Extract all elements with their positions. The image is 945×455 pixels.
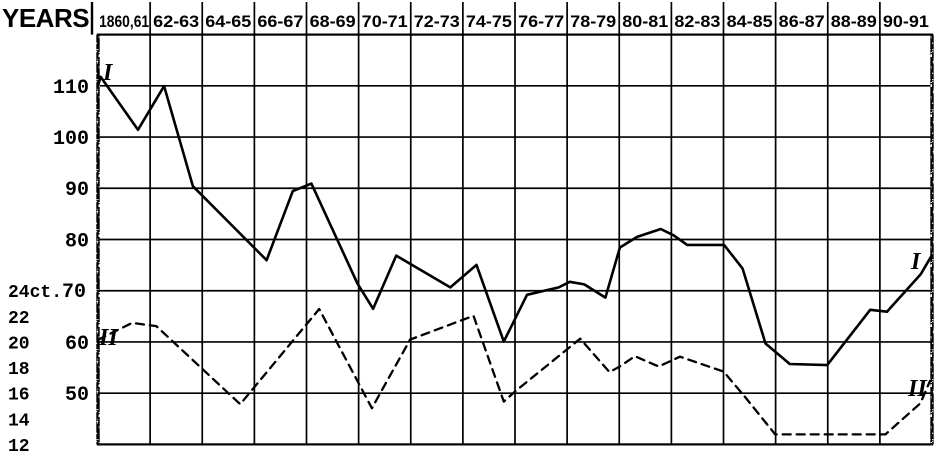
svg-text:14: 14 [8, 411, 30, 431]
svg-text:I: I [910, 249, 922, 275]
svg-text:74-75: 74-75 [466, 12, 512, 31]
svg-text:12: 12 [8, 437, 30, 455]
svg-text:78-79: 78-79 [570, 12, 616, 31]
svg-text:18: 18 [8, 360, 30, 380]
svg-text:20: 20 [8, 334, 30, 354]
svg-text:90-91: 90-91 [883, 12, 929, 31]
svg-text:24ct.70: 24ct.70 [8, 281, 86, 304]
svg-text:60: 60 [65, 333, 89, 356]
svg-text:66-67: 66-67 [257, 12, 303, 31]
svg-text:II: II [98, 325, 119, 351]
svg-text:1860,61: 1860,61 [99, 12, 149, 31]
svg-text:100: 100 [53, 128, 89, 151]
svg-text:62-63: 62-63 [153, 12, 199, 31]
svg-text:16: 16 [8, 386, 30, 406]
svg-text:I: I [102, 60, 114, 86]
svg-text:82-83: 82-83 [674, 12, 720, 31]
svg-text:72-73: 72-73 [414, 12, 460, 31]
svg-text:YEARS: YEARS [2, 3, 89, 33]
svg-text:64-65: 64-65 [205, 12, 251, 31]
svg-text:22: 22 [8, 309, 30, 329]
svg-text:110: 110 [53, 77, 89, 100]
svg-text:86-87: 86-87 [779, 12, 825, 31]
svg-text:80-81: 80-81 [622, 12, 668, 31]
svg-text:II: II [907, 376, 928, 402]
svg-text:50: 50 [65, 384, 89, 407]
svg-text:70-71: 70-71 [362, 12, 408, 31]
svg-text:90: 90 [65, 179, 89, 202]
svg-text:80: 80 [65, 231, 89, 254]
svg-text:68-69: 68-69 [310, 12, 356, 31]
svg-text:88-89: 88-89 [831, 12, 877, 31]
svg-text:76-77: 76-77 [518, 12, 564, 31]
svg-text:84-85: 84-85 [727, 12, 773, 31]
